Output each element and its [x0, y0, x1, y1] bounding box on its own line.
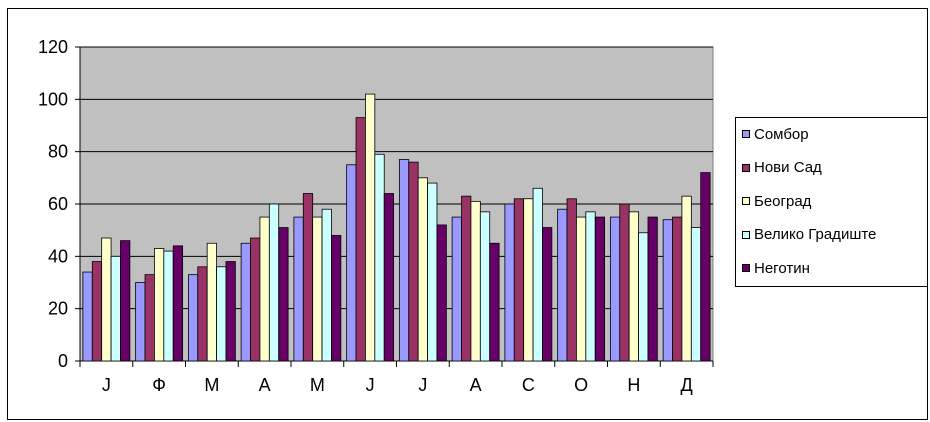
bar: [557, 208, 568, 362]
bar: [504, 203, 515, 362]
bar: [154, 248, 165, 362]
legend-label: Београд: [754, 192, 812, 210]
bar: [523, 198, 534, 362]
x-tick-label: J: [418, 375, 427, 395]
bar: [408, 161, 419, 362]
legend-item: Сомбор: [742, 124, 809, 144]
bar: [268, 203, 280, 362]
x-tick-label: М: [310, 375, 325, 395]
bar: [542, 227, 553, 362]
x-tick-label: Н: [627, 375, 640, 395]
bar: [135, 282, 146, 362]
legend-swatch: [742, 163, 750, 172]
legend-swatch: [742, 264, 750, 272]
bar: [293, 216, 304, 362]
y-tick-label: 20: [48, 299, 68, 319]
bar: [250, 237, 261, 362]
x-tick-label: О: [574, 375, 588, 395]
y-tick-label: 0: [58, 351, 68, 371]
x-tick-label: С: [522, 375, 535, 395]
bar: [187, 274, 199, 362]
bar: [619, 203, 630, 362]
bar: [417, 177, 428, 362]
x-tick-label: А: [259, 375, 271, 395]
bar: [585, 211, 596, 362]
bar: [479, 211, 491, 362]
bar: [566, 198, 577, 362]
x-tick-label: М: [204, 375, 219, 395]
legend-item: Неготин: [742, 258, 810, 278]
bar: [609, 216, 621, 362]
y-tick-label: 100: [38, 89, 68, 109]
x-tick-label: А: [470, 375, 482, 395]
bar: [647, 216, 658, 362]
plot-area: 0 20 40 60 80 100 120 J Ф М А М J J А С О Н Д: [38, 37, 714, 395]
bar: [302, 193, 314, 362]
y-tick-label: 80: [48, 142, 68, 162]
x-tick-label: J: [366, 375, 375, 395]
bar: [436, 224, 447, 362]
bar: [259, 216, 270, 362]
legend-item: Велико Градиште: [742, 225, 876, 245]
bar: [355, 117, 366, 362]
bar: [197, 266, 208, 362]
bar: [451, 216, 462, 362]
bar: [206, 242, 217, 362]
bar: [672, 216, 683, 362]
bar: [461, 195, 472, 362]
legend-label: Сомбор: [754, 125, 809, 143]
bar: [690, 227, 702, 362]
legend-swatch: [742, 197, 750, 205]
y-tick-label: 60: [48, 194, 68, 214]
bar: [427, 182, 438, 362]
legend: Сомбор Нови Сад Београд Велико Градиште Него…: [735, 117, 928, 287]
y-tick-label: 120: [38, 37, 68, 57]
bar: [120, 240, 131, 362]
y-tick-label: 40: [48, 246, 68, 266]
bar: [383, 193, 395, 362]
bar: [225, 261, 236, 362]
legend-swatch: [742, 130, 750, 138]
bar: [216, 266, 227, 362]
bar: [594, 216, 606, 362]
bar: [101, 237, 112, 362]
bar: [91, 261, 103, 362]
bar: [398, 159, 410, 362]
bar: [144, 274, 155, 362]
bar: [513, 198, 525, 362]
bar: [172, 245, 184, 362]
bar: [321, 208, 332, 362]
bar: [374, 153, 385, 362]
legend-item: Београд: [742, 191, 811, 211]
bar: [331, 234, 342, 362]
bar: [628, 211, 639, 362]
x-tick-label: J: [102, 375, 111, 395]
bar: [110, 255, 121, 362]
bar: [576, 216, 587, 362]
legend-label: Велико Градиште: [754, 226, 877, 243]
bar: [240, 242, 251, 362]
bar: [489, 242, 500, 362]
bar: [638, 232, 649, 362]
legend-item: Нови Сад: [742, 158, 822, 178]
bar: [346, 164, 357, 362]
bar: [163, 250, 174, 362]
bar: [532, 187, 543, 362]
bar: [278, 227, 289, 362]
bar: [365, 93, 376, 362]
bar: [662, 219, 673, 362]
x-tick-label: Ф: [152, 375, 166, 395]
bar: [700, 172, 711, 362]
legend-label: Неготин: [754, 259, 810, 277]
legend-swatch: [742, 230, 750, 239]
bar: [312, 216, 323, 362]
bar: [470, 200, 481, 362]
bar: [681, 195, 692, 362]
x-tick-label: Д: [681, 375, 693, 395]
bar: [82, 271, 93, 362]
legend-label: Нови Сад: [754, 159, 822, 176]
